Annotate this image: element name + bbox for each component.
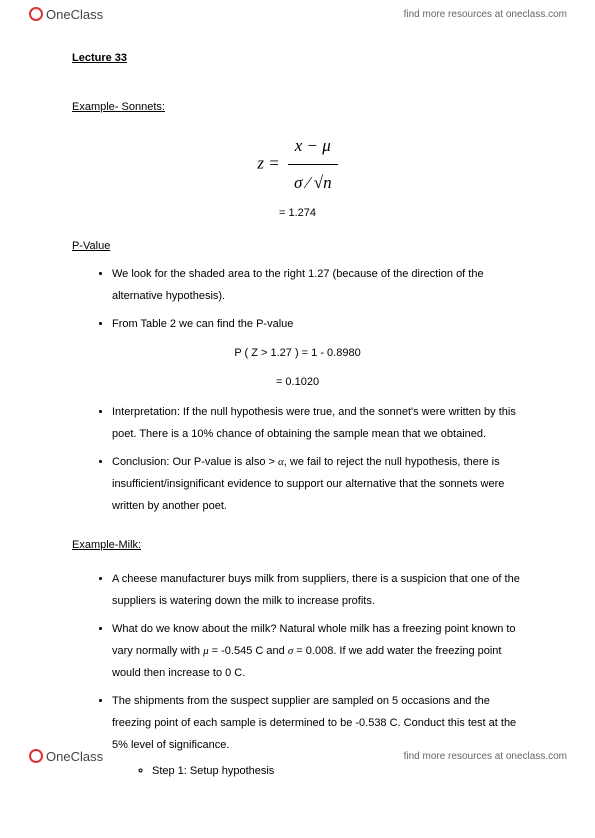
resources-link-bottom[interactable]: find more resources at oneclass.com — [404, 751, 567, 762]
logo-icon-bottom — [28, 748, 44, 764]
pvalue-bullet-1: We look for the shaded area to the right… — [112, 263, 523, 307]
pvalue-bullet-4: Conclusion: Our P-value is also > α, we … — [112, 451, 523, 517]
resources-link-top[interactable]: find more resources at oneclass.com — [404, 9, 567, 20]
pvalue-bullet-3: Interpretation: If the null hypothesis w… — [112, 401, 523, 445]
page-footer: OneClass find more resources at oneclass… — [0, 742, 595, 770]
milk-bullet-2: What do we know about the milk? Natural … — [112, 618, 523, 684]
m2-mid1: = -0.545 C and — [209, 645, 288, 657]
pvalue-bullet-2: From Table 2 we can find the P-value — [112, 313, 523, 335]
pvalue-equation-result: = 0.1020 — [72, 372, 523, 393]
example-sonnets-title: Example- Sonnets: — [72, 97, 523, 118]
logo-text-top: OneClass — [46, 7, 103, 22]
formula-result: = 1.274 — [72, 203, 523, 224]
formula-lhs: z = — [257, 153, 279, 172]
milk-bullet-1: A cheese manufacturer buys milk from sup… — [112, 568, 523, 612]
formula-denominator: σ ∕ √n — [288, 165, 338, 199]
example-milk-title: Example-Milk: — [72, 535, 523, 556]
pvalue-equation: P ( Z > 1.27 ) = 1 - 0.8980 — [72, 343, 523, 364]
z-formula: z = x − μ σ ∕ √n — [72, 130, 523, 200]
logo-top: OneClass — [28, 6, 103, 22]
pvalue-heading: P-Value — [72, 236, 523, 257]
formula-numerator: x − μ — [288, 130, 338, 165]
document-body: Lecture 33 Example- Sonnets: z = x − μ σ… — [0, 0, 595, 838]
logo-icon — [28, 6, 44, 22]
formula-fraction: x − μ σ ∕ √n — [288, 130, 338, 200]
logo-bottom: OneClass — [28, 748, 103, 764]
logo-text-bottom: OneClass — [46, 749, 103, 764]
pv4-pre: Conclusion: Our P-value is also > — [112, 456, 278, 468]
pvalue-bullets-2: Interpretation: If the null hypothesis w… — [72, 401, 523, 517]
pvalue-bullets-1: We look for the shaded area to the right… — [72, 263, 523, 335]
lecture-title: Lecture 33 — [72, 48, 523, 69]
page-header: OneClass find more resources at oneclass… — [0, 0, 595, 28]
